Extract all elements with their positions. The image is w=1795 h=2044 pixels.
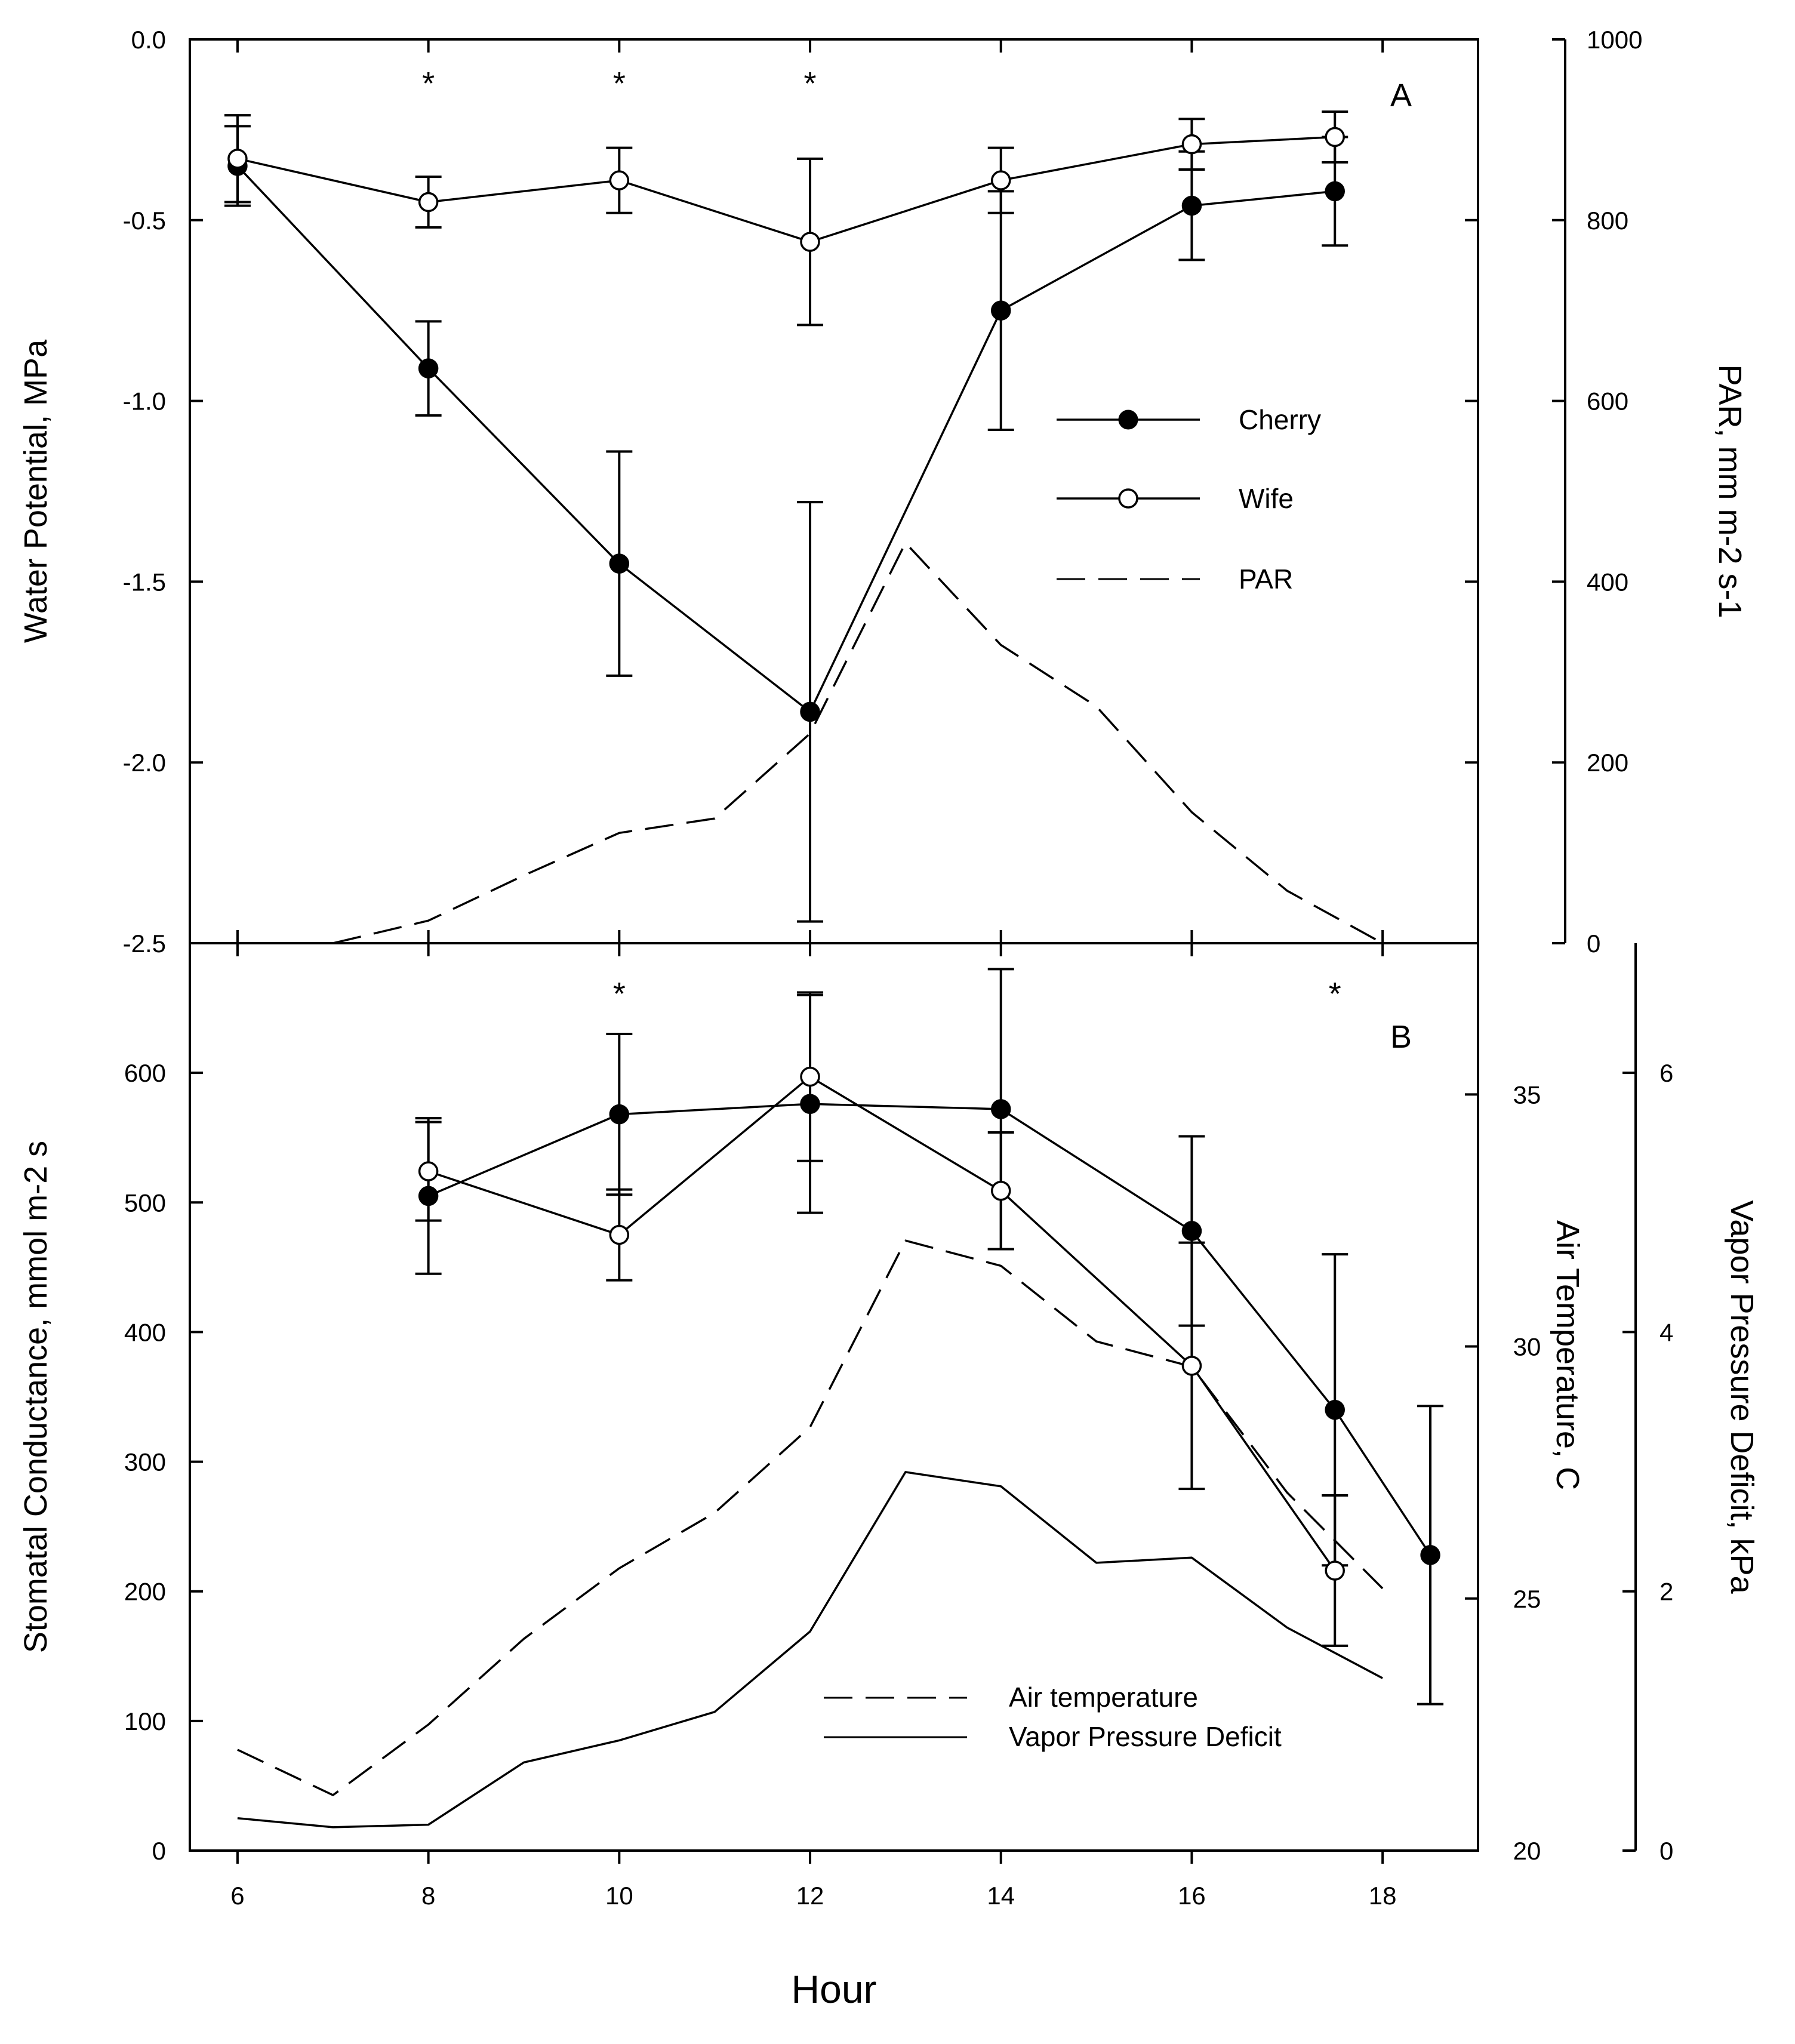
panel-a-cherry-point — [1325, 181, 1345, 202]
x-tick-label: 14 — [987, 1882, 1015, 1910]
panel-a-wife-point — [609, 170, 630, 190]
panel-b-ytick-label: 300 — [124, 1448, 166, 1476]
panel-b-letter: B — [1390, 1019, 1412, 1055]
panel-a-ytick-label: -0.5 — [123, 207, 166, 235]
panel-a-y2tick-label: 600 — [1587, 387, 1628, 415]
panel-a-wife-point — [227, 149, 248, 169]
panel-b-ytick-label: 100 — [124, 1707, 166, 1735]
panel-a-wife-point — [1325, 127, 1345, 147]
panel-a-y2tick-label: 200 — [1587, 749, 1628, 777]
panel-b-y2tick-label: 30 — [1513, 1333, 1541, 1361]
panel-b-y3tick-label: 4 — [1659, 1318, 1673, 1346]
panel-a-ytick-label: 0.0 — [131, 26, 166, 54]
panel-a-y2tick-label: 400 — [1587, 568, 1628, 596]
x-tick-label: 10 — [605, 1882, 633, 1910]
panel-b-y2label: Air Temperature, C — [1550, 1220, 1585, 1490]
legend-wife-label: Wife — [1239, 483, 1294, 514]
panel-b-wife-point — [800, 1066, 820, 1087]
panel-b-ytick-label: 600 — [124, 1059, 166, 1087]
panel-b-significance-star: * — [1329, 976, 1341, 1012]
panel-b-wife-point — [1181, 1356, 1202, 1376]
panel-b-cherry-point — [800, 1094, 820, 1115]
panel-b-cherry-point — [418, 1186, 439, 1206]
panel-b-ytick-label: 200 — [124, 1578, 166, 1606]
x-tick-label: 8 — [421, 1882, 435, 1910]
panel-a-significance-star: * — [613, 66, 626, 101]
panel-b-cherry-point — [609, 1104, 630, 1125]
panel-a-y2label: PAR, mm m-2 s-1 — [1712, 364, 1748, 618]
panel-b-y3tick-label: 2 — [1659, 1578, 1673, 1606]
x-axis-label: Hour — [791, 1967, 876, 2011]
panel-a-ytick-label: -1.5 — [123, 568, 166, 596]
panel-a-legend: Cherry Wife PAR — [1057, 404, 1321, 595]
legend-vpd-label: Vapor Pressure Deficit — [1009, 1721, 1282, 1752]
panel-b-ytick-label: 500 — [124, 1189, 166, 1217]
panel-b-cherry-point — [1325, 1399, 1345, 1420]
panel-b-cherry-point — [990, 1099, 1011, 1119]
legend-cherry-label: Cherry — [1239, 404, 1321, 435]
panel-a-par-line — [332, 541, 1383, 944]
panel-b-ylabel: Stomatal Conductance, mmol m-2 s — [18, 1141, 54, 1653]
panel-b-y2tick-label: 35 — [1513, 1081, 1541, 1109]
panel-b-y3label: Vapor Pressure Deficit, kPa — [1724, 1200, 1760, 1594]
panel-b-y2tick-label: 25 — [1513, 1585, 1541, 1613]
panel-a-ylabel: Water Potential, MPa — [18, 339, 54, 643]
panel-a-wife-point — [1181, 134, 1202, 155]
panel-b-wife-point — [609, 1224, 630, 1245]
panel-b-cherry-point — [1181, 1221, 1202, 1241]
panel-a-ytick-label: -2.5 — [123, 929, 166, 958]
panel-a-y2tick-label: 800 — [1587, 207, 1628, 235]
panel-b-legend: Air temperature Vapor Pressure Deficit — [824, 1682, 1282, 1752]
panel-b-wife-line — [428, 1075, 1336, 1572]
panel-b-vpd-line — [237, 1471, 1383, 1828]
panel-b-ytick-label: 0 — [152, 1837, 166, 1865]
panel-a-significance-star: * — [804, 66, 817, 101]
panel-b-frame — [189, 942, 1479, 1852]
panel-a-ytick-label: -2.0 — [123, 749, 166, 777]
panel-a-cherry-point — [609, 553, 630, 574]
panel-b-wife-point — [418, 1161, 439, 1181]
legend-airtemp-label: Air temperature — [1009, 1682, 1198, 1713]
x-tick-label: 12 — [796, 1882, 824, 1910]
panel-a-significance-star: * — [422, 66, 435, 101]
legend-par-label: PAR — [1239, 564, 1293, 595]
panel-a-cherry-point — [1181, 195, 1202, 216]
panel-a-wife-point — [418, 192, 439, 213]
x-tick-label: 6 — [230, 1882, 244, 1910]
panel-b-significance-star: * — [613, 976, 626, 1012]
legend-wife-marker — [1118, 488, 1138, 509]
x-tick-label: 18 — [1369, 1882, 1397, 1910]
tick-layer — [190, 38, 1636, 1864]
legend-cherry-marker — [1118, 410, 1138, 430]
panel-a-y2tick-label: 1000 — [1587, 26, 1642, 54]
panel-a-y2tick-label: 0 — [1587, 929, 1600, 958]
panel-a-cherry-point — [418, 358, 439, 378]
panel-a-cherry-point — [800, 701, 820, 722]
panel-b-y3tick-label: 0 — [1659, 1837, 1673, 1865]
x-tick-label: 16 — [1178, 1882, 1206, 1910]
label-layer: 0.0-0.5-1.0-1.5-2.0-2.510008006004002000… — [123, 26, 1674, 1910]
panel-a-wife-point — [990, 170, 1011, 190]
panel-b-wife-point — [990, 1180, 1011, 1201]
marker-layer — [227, 127, 1440, 1581]
panel-b-cherry-point — [1420, 1545, 1440, 1565]
panel-b-y2tick-label: 20 — [1513, 1837, 1541, 1865]
panel-a-wife-point — [800, 232, 820, 252]
panel-a-ytick-label: -1.0 — [123, 387, 166, 415]
panel-b-wife-point — [1325, 1560, 1345, 1581]
panel-b-ytick-label: 400 — [124, 1318, 166, 1346]
panel-a-cherry-point — [990, 300, 1011, 321]
panel-a-letter: A — [1390, 78, 1412, 113]
panel-b-y3tick-label: 6 — [1659, 1059, 1673, 1087]
